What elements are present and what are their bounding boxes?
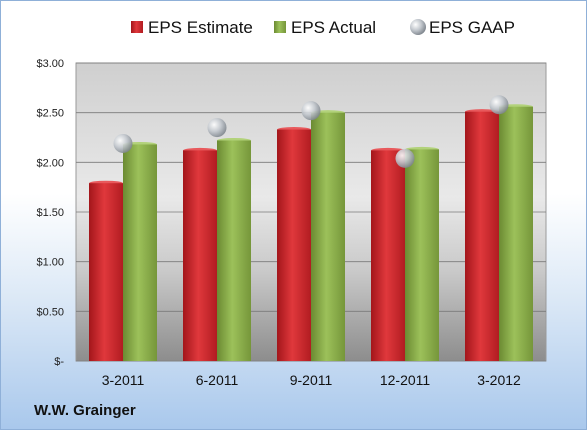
marker-eps-gaap (489, 95, 509, 115)
x-tick-label: 9-2011 (290, 372, 333, 388)
y-tick-label: $- (54, 356, 64, 368)
bar-eps-actual (405, 149, 439, 361)
bar-eps-actual (311, 112, 345, 362)
company-label: W.W. Grainger (34, 402, 136, 419)
legend-label: EPS Estimate (148, 18, 253, 37)
y-tick-label: $2.00 (36, 157, 64, 169)
x-tick-label: 12-2011 (380, 372, 431, 388)
bar-eps-estimate (371, 150, 405, 361)
legend-swatch-gaap (410, 19, 426, 35)
legend-swatch-actual (274, 21, 286, 33)
legend-label: EPS GAAP (429, 18, 515, 37)
y-tick-label: $2.50 (36, 108, 64, 120)
y-tick-label: $1.00 (36, 257, 64, 269)
x-tick-label: 3-2012 (477, 372, 521, 388)
x-tick-label: 3-2011 (102, 372, 145, 388)
bar-eps-actual (499, 106, 533, 361)
bar-eps-estimate (465, 111, 499, 361)
marker-eps-gaap (113, 133, 133, 153)
marker-eps-gaap (301, 101, 321, 121)
y-tick-label: $0.50 (36, 306, 64, 318)
bar-eps-estimate (277, 129, 311, 361)
bar-eps-actual (123, 144, 157, 361)
legend-swatch-estimate (131, 21, 143, 33)
y-tick-label: $1.50 (36, 207, 64, 219)
bar-eps-estimate (183, 150, 217, 361)
legend-label: EPS Actual (291, 18, 376, 37)
x-tick-label: 6-2011 (196, 372, 239, 388)
marker-eps-gaap (207, 118, 227, 138)
marker-eps-gaap (395, 148, 415, 168)
bar-eps-actual (217, 140, 251, 361)
y-tick-label: $3.00 (36, 58, 64, 70)
bar-eps-estimate (89, 183, 123, 361)
